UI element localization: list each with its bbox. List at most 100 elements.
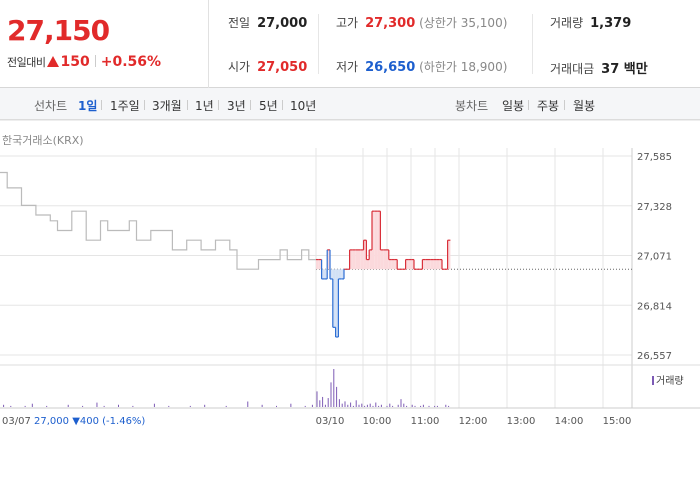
candle-weekly-button[interactable]: 주봉 [537, 99, 560, 113]
x-tick-label: 15:00 [603, 416, 632, 427]
price-area-fill [380, 249, 384, 270]
price-area-fill [425, 259, 428, 270]
prev-day-date: 03/07 [2, 416, 31, 427]
price-area-fill [349, 249, 353, 270]
period-separator [187, 100, 188, 110]
price-area-fill [391, 259, 395, 270]
stat-subvalue: (상한가 35,100) [419, 16, 508, 30]
candle-monthly-button[interactable]: 월봉 [573, 99, 596, 113]
prev-day-info: 03/07 27,000 ▼400 (-1.46%) [2, 416, 145, 427]
prev-day-price-line [0, 171, 316, 270]
period-1d-button[interactable]: 1일 [78, 99, 98, 113]
period-separator [101, 100, 102, 110]
change-rate: +0.56% [100, 54, 162, 70]
change-amount: 150 [60, 54, 90, 70]
x-tick-label: 10:00 [363, 416, 392, 427]
stat-label: 고가 [336, 16, 359, 30]
stat-value: 27,300 [365, 16, 416, 31]
stat-label: 시가 [228, 60, 251, 74]
price-area-fill [372, 211, 375, 270]
price-area-fill [408, 259, 412, 270]
prev-day-change: ▼400 (-1.46%) [72, 416, 146, 427]
price-area-fill [374, 211, 378, 270]
stat-value: 27,050 [257, 60, 308, 75]
period-1w-button[interactable]: 1주일 [110, 99, 140, 113]
x-tick-label: 11:00 [411, 416, 440, 427]
period-separator [250, 100, 251, 110]
prev-day-close: 27,000 [34, 416, 70, 427]
y-tick-label: 27,328 [637, 202, 672, 213]
stat-divider [318, 14, 319, 74]
stat-value: 1,379 [590, 16, 632, 31]
price-area-fill [327, 249, 330, 270]
x-tick-label: 13:00 [507, 416, 536, 427]
price-area-fill [318, 259, 322, 270]
period-3m-button[interactable]: 3개월 [152, 99, 182, 113]
period-10y-button[interactable]: 10년 [290, 99, 317, 113]
price-area-fill [338, 269, 342, 279]
price-area-fill [335, 269, 339, 337]
stat-value: 26,650 [365, 60, 416, 75]
y-tick-label: 26,814 [637, 301, 672, 312]
y-tick-label: 26,557 [637, 351, 672, 362]
y-tick-label: 27,585 [637, 152, 672, 163]
price-area-fill [358, 249, 361, 270]
period-3y-button[interactable]: 3년 [227, 99, 246, 113]
price-area-fill [366, 259, 370, 270]
y-tick-label: 27,071 [637, 252, 672, 263]
stat-label: 거래량 [550, 16, 584, 30]
x-tick-label: 12:00 [459, 416, 488, 427]
price-area-fill [316, 259, 319, 270]
change-row: 전일대비 150 +0.56% [7, 54, 161, 70]
stat-divider [532, 14, 533, 74]
quote-header: 27,150 전일대비 150 +0.56% 전일 27,000 시가 27,050 고… [0, 0, 700, 88]
price-area-fill [355, 249, 358, 270]
period-separator [528, 100, 529, 110]
candle-daily-button[interactable]: 일봉 [502, 99, 525, 113]
price-area-fill [369, 249, 372, 270]
price-area-fill [332, 269, 336, 328]
stat-prev-close: 전일 27,000 [228, 14, 307, 31]
price-area-fill [330, 269, 333, 279]
price-area-fill [433, 259, 437, 270]
stat-open: 시가 27,050 [228, 58, 307, 75]
change-label: 전일대비 [7, 56, 46, 69]
price-area-fill [405, 259, 409, 270]
stat-low: 저가 26,650 (하한가 18,900) [336, 58, 507, 75]
volume-legend-label: 거래량 [656, 376, 684, 387]
x-tick-label: 03/10 [316, 416, 345, 427]
price-area-fill [422, 259, 426, 270]
period-5y-button[interactable]: 5년 [259, 99, 278, 113]
stat-volume: 거래량 1,379 [550, 14, 631, 31]
change-separator [94, 55, 96, 67]
price-area-fill [386, 249, 389, 270]
price-chart: 27,585 27,328 27,071 26,814 26,557 03/10 10:00… [0, 120, 700, 427]
stat-high: 고가 27,300 (상한가 35,100) [336, 14, 507, 31]
price-area-fill [388, 259, 392, 270]
price-area-fill [439, 259, 442, 270]
price-area-fill [360, 249, 364, 270]
price-area-fill [383, 249, 386, 270]
price-area-fill [447, 240, 451, 270]
period-separator [144, 100, 145, 110]
up-triangle-icon [47, 56, 60, 67]
stat-label: 전일 [228, 16, 251, 30]
stat-label: 저가 [336, 60, 359, 74]
price-area-fill [411, 259, 414, 270]
price-area-fill [436, 259, 440, 270]
volume-legend: 거래량 [652, 372, 684, 387]
stat-value: 37 백만 [601, 62, 648, 77]
price-stats: 전일 27,000 시가 27,050 고가 27,300 (상한가 35,100) … [210, 0, 700, 88]
data-source-label: 한국거래소(KRX) [2, 134, 84, 147]
price-area-fill [363, 240, 367, 270]
x-tick-label: 14:00 [555, 416, 584, 427]
period-separator [564, 100, 565, 110]
chart-period-bar: 선차트 1일 1주일 3개월 1년 3년 5년 10년 봉차트 일봉 주봉 월봉 [0, 88, 700, 120]
price-area-fill [321, 269, 325, 279]
price-area-fill [394, 259, 398, 270]
period-1y-button[interactable]: 1년 [195, 99, 214, 113]
price-area-fill [341, 269, 344, 279]
line-chart-title: 선차트 [34, 99, 68, 113]
stat-subvalue: (하한가 18,900) [419, 60, 508, 74]
current-price-box: 27,150 전일대비 150 +0.56% [0, 0, 209, 88]
